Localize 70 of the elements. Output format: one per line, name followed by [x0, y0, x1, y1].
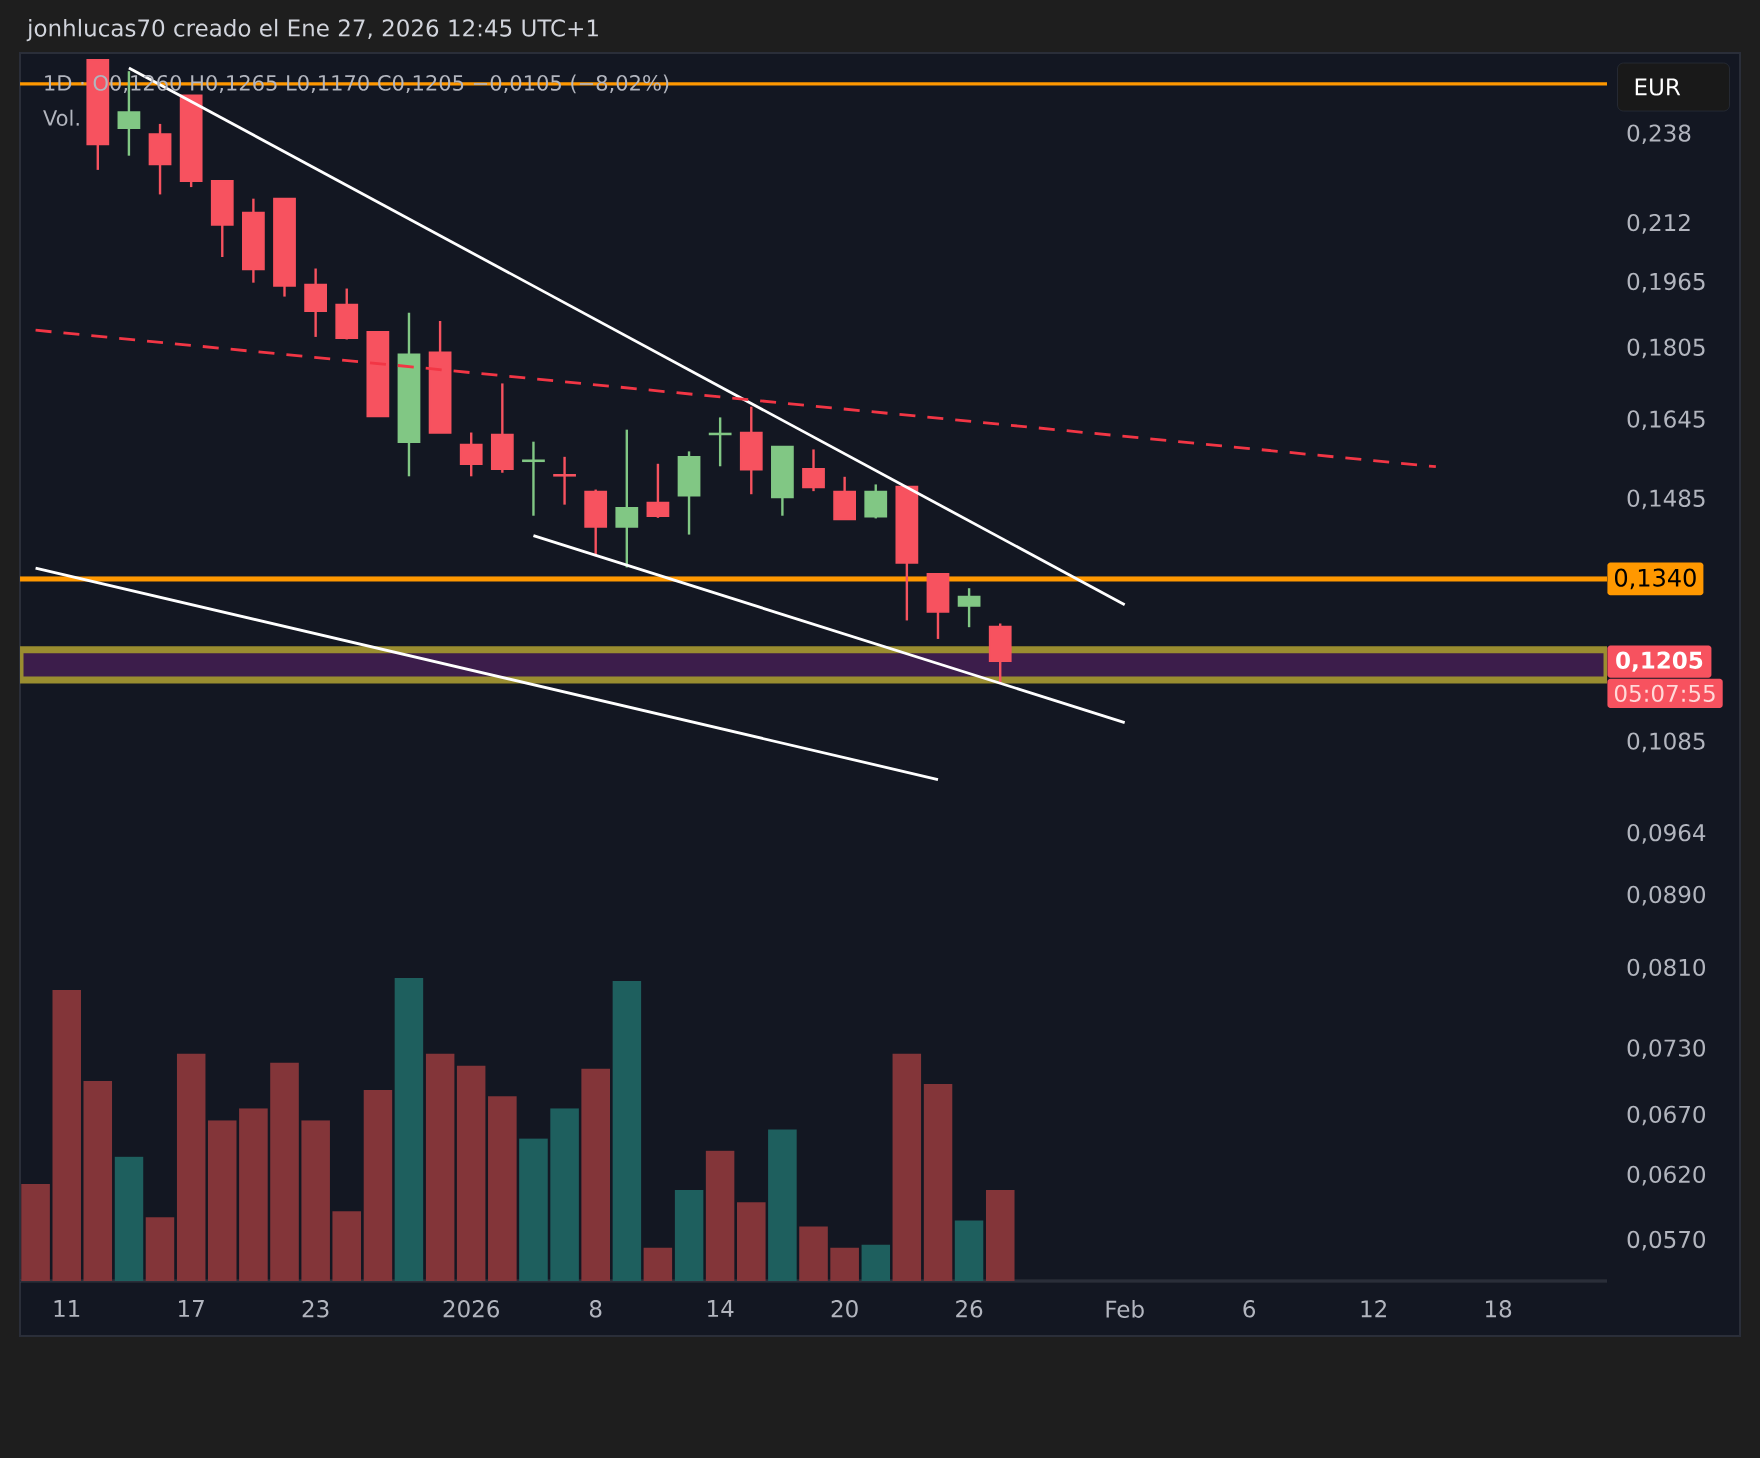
- bar: [363, 1090, 393, 1281]
- y-tick-label: 0,0620: [1627, 1165, 1706, 1186]
- bar: [488, 1096, 517, 1281]
- bar: [985, 1190, 1015, 1281]
- y-tick-label: 0,1805: [1627, 338, 1705, 359]
- candlestick: [802, 448, 825, 493]
- bar: [612, 980, 642, 1281]
- y-tick-label: 0,1965: [1627, 272, 1705, 293]
- x-tick-label: 8: [589, 1300, 602, 1318]
- text: EUR: [1635, 78, 1681, 96]
- bar: [736, 1202, 766, 1281]
- y-tick-label: 0,0570: [1627, 1230, 1706, 1251]
- y-tick-label: 0,0964: [1627, 823, 1706, 844]
- bar: [861, 1244, 891, 1281]
- bar: [21, 1184, 50, 1281]
- bar: [425, 1053, 455, 1281]
- y-tick-label: 0,1085: [1627, 732, 1705, 753]
- x-tick-label: 23: [302, 1300, 329, 1318]
- bar: [145, 1217, 175, 1281]
- bar: [176, 1053, 206, 1281]
- text: 0,1205: [1616, 651, 1703, 672]
- bar: [270, 1062, 299, 1281]
- x-tick-label: 20: [831, 1300, 858, 1318]
- bar: [301, 1120, 330, 1281]
- y-tick-label: 0,0890: [1627, 885, 1706, 906]
- bar: [456, 1065, 486, 1281]
- bar: [114, 1156, 144, 1281]
- bar: [239, 1108, 268, 1281]
- bar: [674, 1190, 704, 1281]
- bar: [954, 1220, 984, 1281]
- x-tick-label: 26: [956, 1300, 983, 1318]
- bar: [923, 1084, 953, 1281]
- bar: [830, 1247, 859, 1281]
- y-tick-label: 0,0730: [1627, 1039, 1706, 1060]
- chart-title: Vol.: [43, 109, 79, 126]
- bar: [705, 1150, 735, 1281]
- y-tick-label: 0,1485: [1627, 489, 1705, 510]
- x-tick-label: 18: [1486, 1300, 1512, 1318]
- bar: [550, 1108, 579, 1281]
- candlestick: [957, 587, 981, 629]
- x-tick-label: 6: [1243, 1300, 1256, 1318]
- bar: [83, 1080, 113, 1281]
- bar: [643, 1247, 673, 1281]
- bar: [332, 1211, 362, 1281]
- bar: [768, 1129, 797, 1281]
- candlestick: [553, 455, 576, 506]
- bar: [581, 1068, 610, 1281]
- bar: [892, 1053, 922, 1281]
- bar: [207, 1120, 237, 1281]
- y-tick-label: 0,238: [1627, 124, 1691, 145]
- x-tick-label: 11: [54, 1300, 80, 1317]
- x-tick-label: 2026: [443, 1300, 500, 1318]
- y-tick-label: 0,1645: [1627, 410, 1705, 431]
- x-tick-label: 14: [708, 1300, 734, 1317]
- x-tick-label: 17: [179, 1300, 204, 1317]
- bar: [394, 977, 424, 1281]
- y-tick-label: 0,0810: [1627, 958, 1706, 979]
- candlestick: [646, 462, 670, 520]
- text: 05:07:55: [1614, 684, 1715, 703]
- bar: [519, 1138, 548, 1281]
- text: jonhlucas70 creado el Ene 27, 2026 12:45 UTC+1: [26, 18, 598, 42]
- bar: [52, 990, 81, 1281]
- y-tick-label: 0,0670: [1627, 1105, 1706, 1126]
- candlestick: [522, 440, 545, 517]
- y-tick-label: 0,212: [1627, 213, 1690, 234]
- bar: [799, 1226, 828, 1281]
- ref-line-label: 0,1340: [1614, 568, 1696, 590]
- x-tick-label: Feb: [1106, 1300, 1144, 1318]
- x-tick-label: 12: [1361, 1300, 1386, 1318]
- candlestick: [459, 431, 483, 478]
